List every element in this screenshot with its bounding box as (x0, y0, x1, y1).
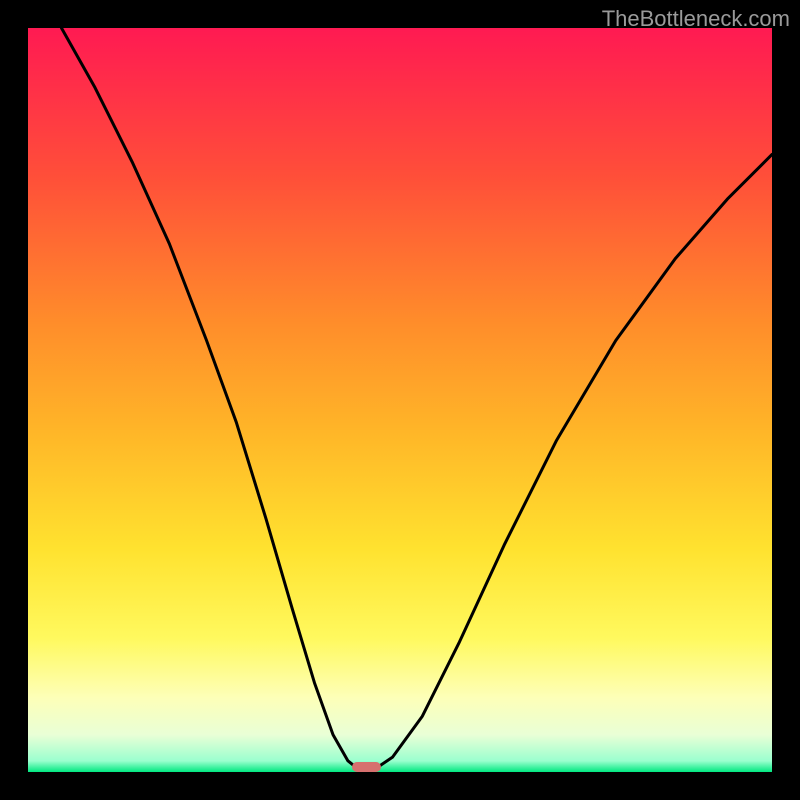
curve-right-branch (374, 154, 772, 769)
chart-frame: TheBottleneck.com (0, 0, 800, 800)
bottleneck-curve (0, 0, 800, 800)
watermark-text: TheBottleneck.com (602, 6, 790, 32)
curve-left-branch (61, 28, 359, 770)
optimal-point-marker (352, 762, 382, 772)
